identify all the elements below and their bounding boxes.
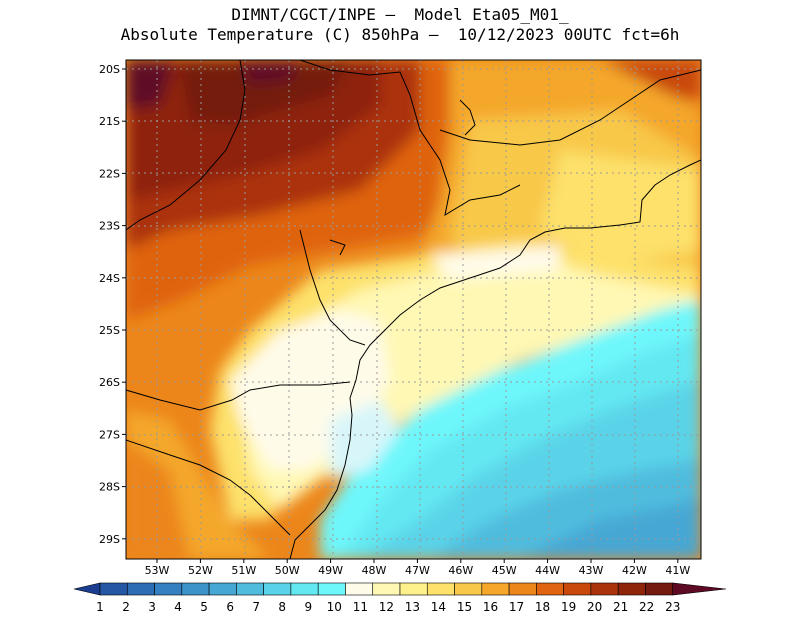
colorbar-swatch xyxy=(399,582,428,596)
lon-tick-label: 47W xyxy=(405,564,430,577)
map-gridlines xyxy=(126,60,701,559)
colorbar-label: 23 xyxy=(665,600,680,614)
lon-tick-label: 44W xyxy=(535,564,560,577)
border-east xyxy=(439,69,701,146)
colorbar-label: 17 xyxy=(509,600,524,614)
border-south xyxy=(126,439,291,536)
colorbar-label: 15 xyxy=(457,600,472,614)
colorbar-label: 1 xyxy=(96,600,104,614)
colorbar-label: 12 xyxy=(379,600,394,614)
colorbar-label: 6 xyxy=(226,600,234,614)
colorbar-label: 19 xyxy=(561,600,576,614)
colorbar-swatch xyxy=(590,582,619,596)
latitude-ticks: 20S 21S 22S 23S 24S 25S 26S 27S 28S 29S xyxy=(99,63,126,546)
colorbar-label: 22 xyxy=(639,600,654,614)
lat-tick-label: 27S xyxy=(99,428,120,441)
lat-tick-label: 20S xyxy=(99,63,120,76)
colorbar-swatch xyxy=(617,582,646,596)
lat-tick-label: 22S xyxy=(99,167,120,180)
colorbar-label: 3 xyxy=(148,600,156,614)
colorbar-label: 2 xyxy=(122,600,130,614)
colorbar-swatch xyxy=(208,582,237,596)
lon-tick-label: 48W xyxy=(362,564,387,577)
colorbar-label: 16 xyxy=(483,600,498,614)
colorbar-label: 14 xyxy=(431,600,446,614)
lat-tick-label: 26S xyxy=(99,376,120,389)
colorbar-swatch xyxy=(426,582,455,596)
colorbar-label: 13 xyxy=(405,600,420,614)
temperature-field xyxy=(126,60,701,559)
colorbar-swatch xyxy=(181,582,210,596)
lon-tick-label: 46W xyxy=(448,564,473,577)
colorbar-swatch xyxy=(154,582,183,596)
lon-tick-label: 41W xyxy=(665,564,690,577)
colorbar-swatch xyxy=(345,582,374,596)
lat-tick-label: 21S xyxy=(99,115,120,128)
lon-tick-label: 45W xyxy=(492,564,517,577)
border-mid xyxy=(299,60,521,217)
lon-tick-label: 53W xyxy=(145,564,170,577)
lat-tick-label: 23S xyxy=(99,220,120,233)
colorbar-swatch xyxy=(263,582,292,596)
colorbar-label: 18 xyxy=(535,600,550,614)
chart-title-line-2: Absolute Temperature (C) 850hPa – 10/12/… xyxy=(120,25,680,44)
colorbar-label: 21 xyxy=(613,600,628,614)
lat-tick-label: 24S xyxy=(99,272,120,285)
chart-title-line-1: DIMNT/CGCT/INPE – Model Eta05_M01_ xyxy=(231,5,569,24)
colorbar-label: 8 xyxy=(278,600,286,614)
border-north xyxy=(126,60,246,231)
colorbar-swatch xyxy=(317,582,346,596)
colorbar-swatch xyxy=(536,582,564,596)
colorbar-swatch xyxy=(290,582,319,596)
colorbar-swatch xyxy=(99,582,128,596)
colorbar: 1 2 3 4 5 6 7 8 9 10 11 12 13 14 15 16 17 18 19 20 21 22 23 xyxy=(73,582,727,614)
lon-tick-label: 42W xyxy=(622,564,647,577)
colorbar-label: 11 xyxy=(353,600,368,614)
colorbar-swatch xyxy=(454,582,483,596)
longitude-ticks: 53W 52W 51W 50W 49W 48W 47W 46W 45W 44W 43W 42W 41W xyxy=(145,559,690,577)
colorbar-swatch xyxy=(563,582,592,596)
lat-tick-label: 28S xyxy=(99,481,120,494)
border-inner xyxy=(299,229,366,346)
colorbar-swatch xyxy=(645,582,674,596)
colorbar-label: 9 xyxy=(304,600,312,614)
border-south-state xyxy=(126,381,351,411)
coastline xyxy=(289,159,701,559)
colorbar-arrow-left xyxy=(73,582,101,596)
lon-tick-label: 43W xyxy=(579,564,604,577)
lat-tick-label: 25S xyxy=(99,324,120,337)
colorbar-arrow-right xyxy=(672,582,727,596)
colorbar-label: 10 xyxy=(327,600,342,614)
colorbar-swatch xyxy=(236,582,264,596)
colorbar-label: 4 xyxy=(174,600,182,614)
colorbar-label: 20 xyxy=(587,600,602,614)
colorbar-label: 5 xyxy=(200,600,208,614)
colorbar-swatch xyxy=(372,582,401,596)
colorbar-swatch xyxy=(481,582,510,596)
colorbar-label: 7 xyxy=(252,600,260,614)
lat-tick-label: 29S xyxy=(99,533,120,546)
lon-tick-label: 51W xyxy=(231,564,256,577)
coastline-and-borders xyxy=(126,60,701,559)
colorbar-swatch xyxy=(126,582,155,596)
map-frame xyxy=(125,59,702,560)
lon-tick-label: 49W xyxy=(318,564,343,577)
lon-tick-label: 50W xyxy=(275,564,300,577)
lon-tick-label: 52W xyxy=(188,564,213,577)
colorbar-swatch xyxy=(508,582,537,596)
